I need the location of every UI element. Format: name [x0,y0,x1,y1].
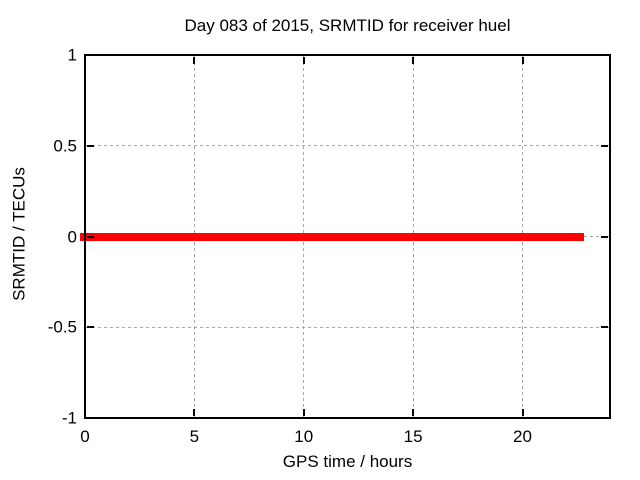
x-tick-mark-top [302,57,305,64]
y-tick-mark-left [87,417,94,419]
x-tick-mark-top [412,57,415,64]
y-tick-mark-right [601,235,608,238]
y-tick-mark-left [87,326,94,329]
x-tick-label: 5 [189,427,200,446]
y-tick-label: -0.5 [47,317,77,337]
y-axis-label: SRMTID / TECUs [9,167,29,301]
x-tick-label: 20 [513,427,532,446]
x-tick-mark-top [521,57,524,64]
y-gridline [86,326,609,328]
y-tick-label: 1 [67,45,77,65]
x-axis-label: GPS time / hours [282,452,413,471]
x-tick-label: 0 [80,427,90,446]
y-tick-mark-right [601,417,608,419]
x-tick-mark-bottom [521,409,524,416]
x-tick-mark-bottom [84,409,86,416]
x-tick-mark-bottom [302,409,305,416]
x-tick-label: 10 [294,427,314,446]
y-gridline [86,145,609,147]
y-tick-mark-left [87,144,94,147]
y-tick-label: 0.5 [53,136,77,156]
y-tick-mark-right [601,144,608,147]
y-tick-label: -1 [61,408,77,428]
x-tick-label: 15 [403,427,423,446]
y-tick-label: 0 [67,227,77,246]
chart-title: Day 083 of 2015, SRMTID for receiver hue… [184,16,511,35]
y-tick-mark-right [601,54,608,56]
x-tick-mark-bottom [193,409,196,416]
series-line-srmtid [80,232,584,241]
y-tick-mark-right [601,326,608,329]
x-tick-mark-top [193,57,196,64]
x-tick-mark-bottom [412,409,415,416]
y-tick-mark-left [87,54,94,56]
y-tick-mark-left [87,235,94,238]
x-tick-mark-top [84,57,86,64]
